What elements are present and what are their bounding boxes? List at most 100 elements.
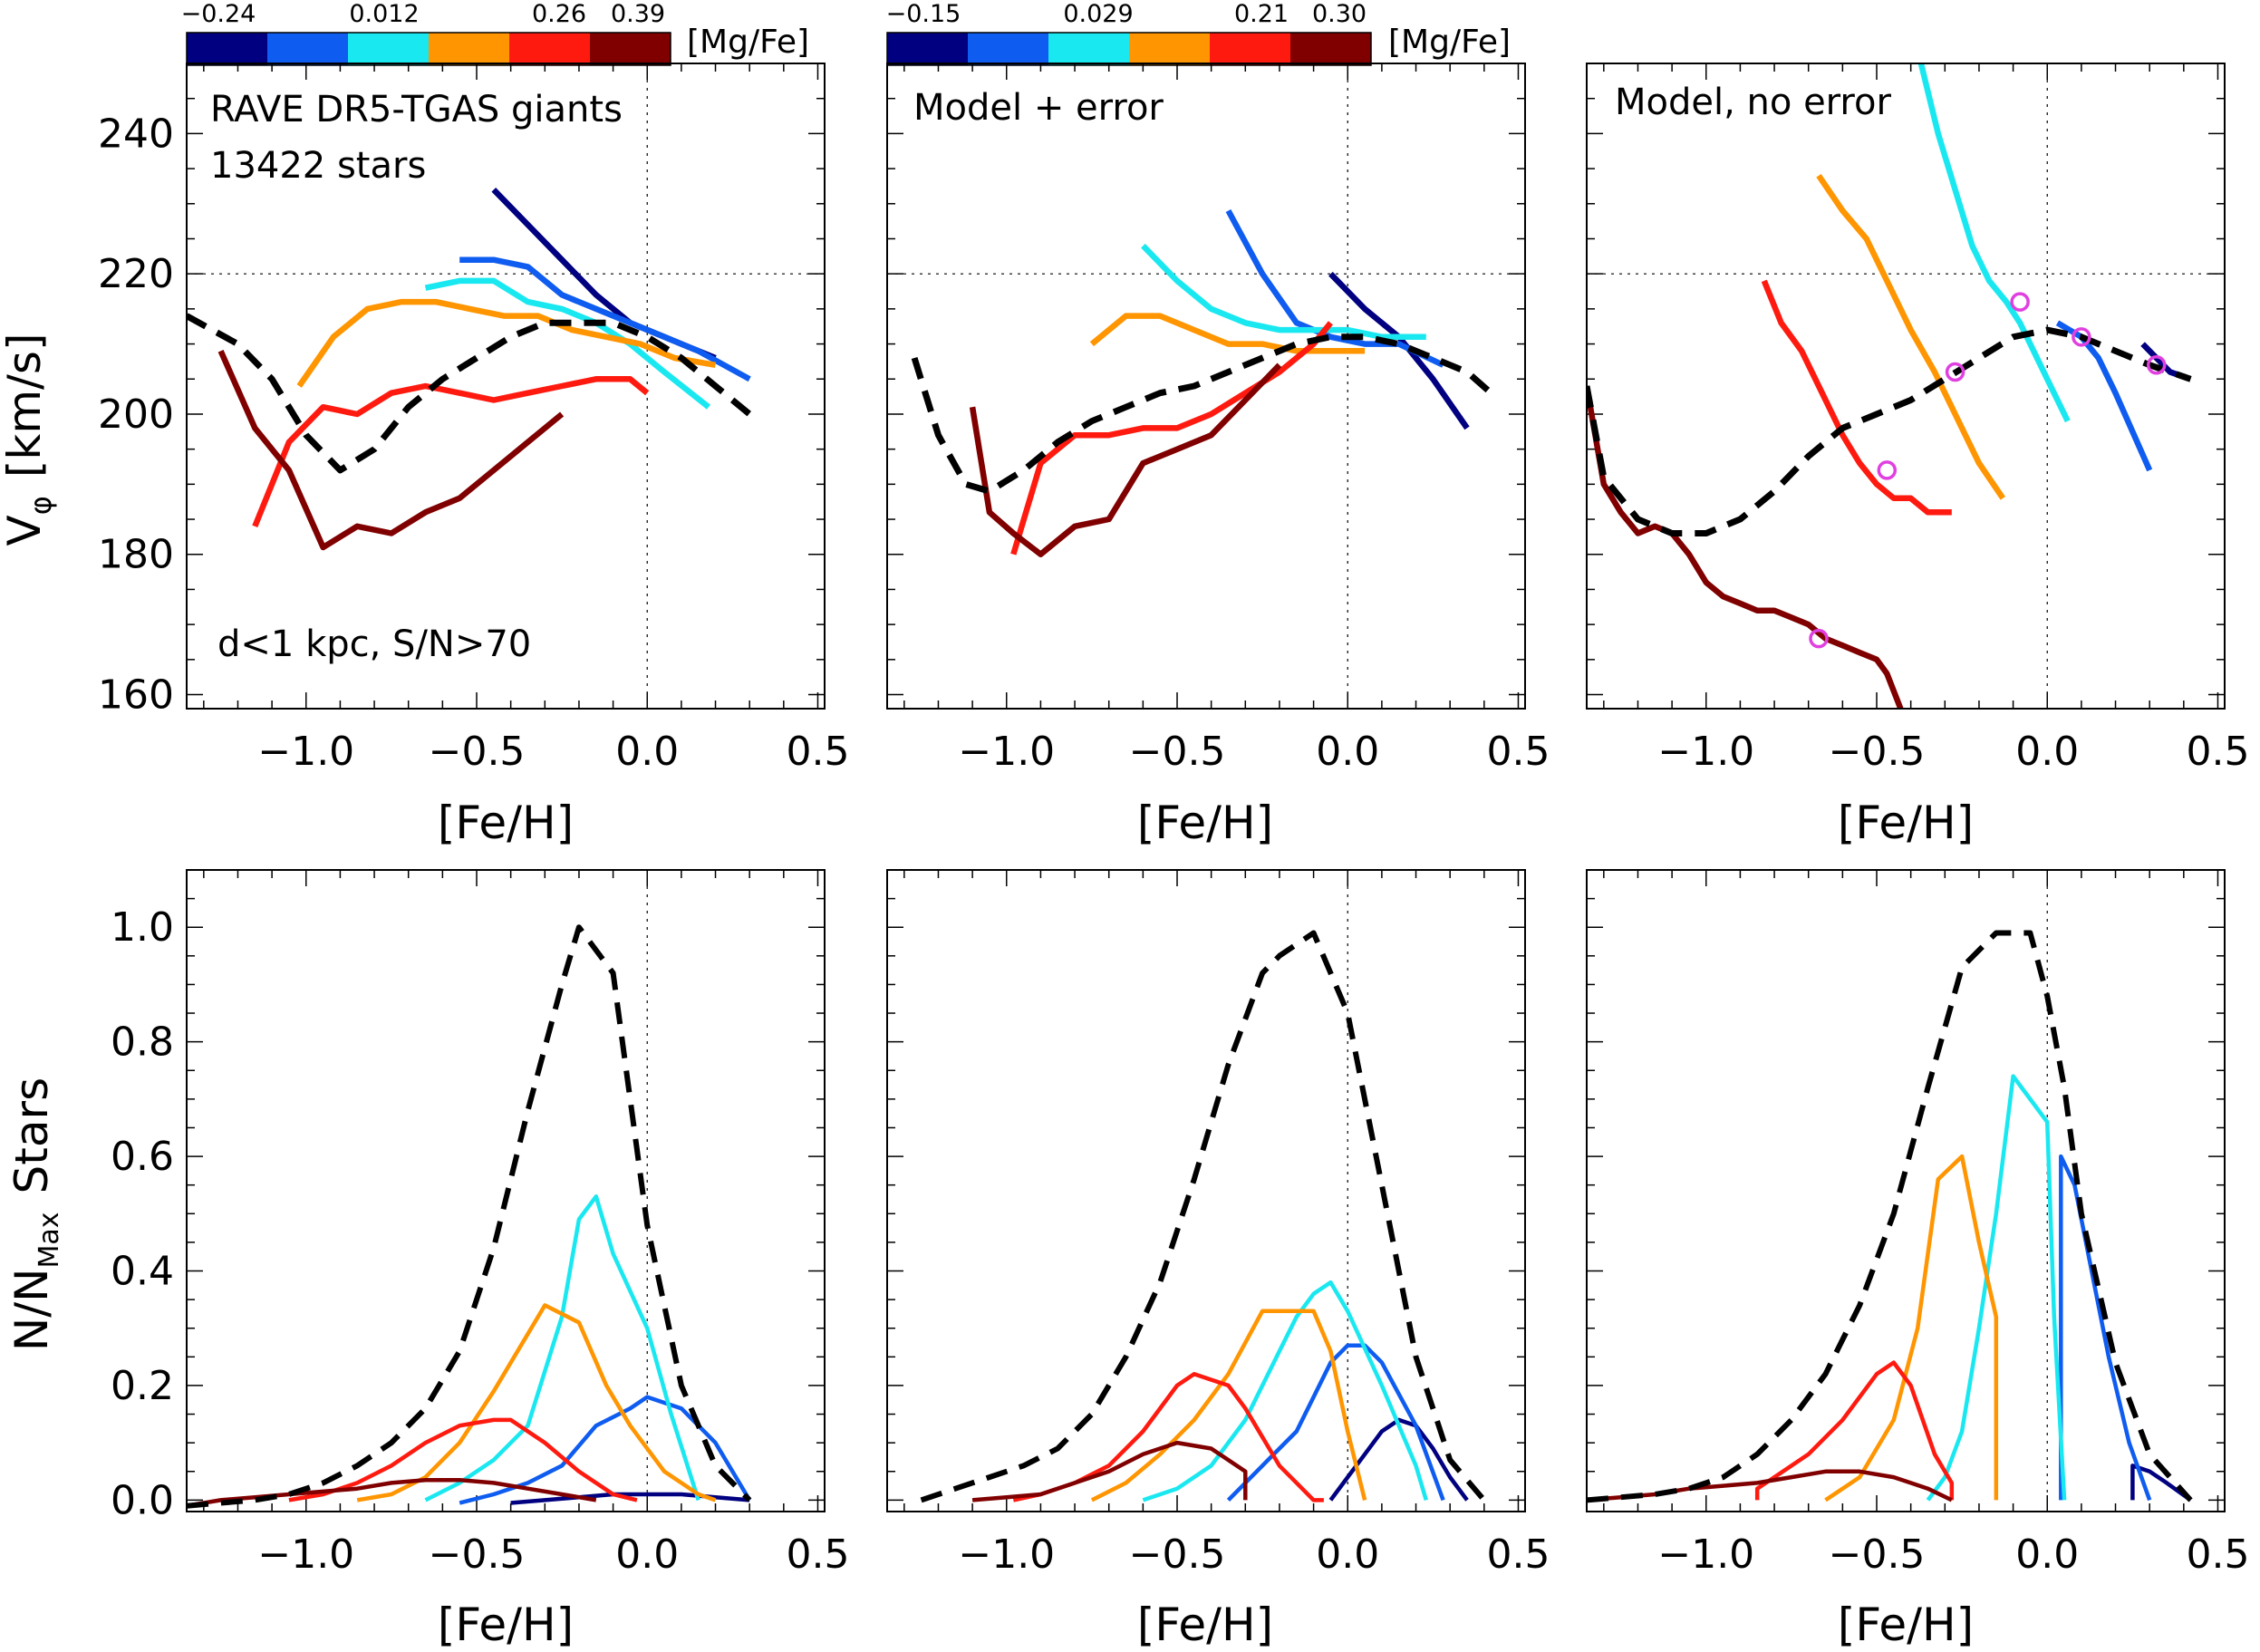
data-top-left bbox=[187, 188, 752, 551]
colorbar-left-swatch-2 bbox=[267, 33, 349, 65]
marker-circle-top-right bbox=[2010, 292, 2030, 312]
marker-circle-top-right bbox=[2146, 355, 2167, 375]
total-line-top-left bbox=[187, 313, 752, 474]
series-line-q2-bottom-right bbox=[2059, 1154, 2152, 1502]
data-top-right bbox=[1587, 63, 2192, 709]
x-tick-label-bottom-middle: 0.5 bbox=[1486, 1531, 1550, 1578]
annotation-star-count: 13422 stars bbox=[210, 145, 426, 187]
series-line-q5-top-right bbox=[1761, 279, 1952, 516]
colorbar-left-frame bbox=[186, 32, 671, 66]
total-line-bottom-middle bbox=[920, 930, 1487, 1503]
y-tick-label-bottom-left: 0.0 bbox=[111, 1477, 174, 1523]
colorbar-left-swatch-5 bbox=[509, 33, 591, 65]
colorbar-left-tick-2: 0.012 bbox=[349, 0, 419, 28]
colorbar-middle-swatch-4 bbox=[1129, 33, 1211, 65]
data-bottom-right bbox=[1587, 930, 2193, 1503]
series-line-q1-bottom-middle bbox=[1328, 1417, 1469, 1502]
y-axis-title-bottom-tail: Stars bbox=[5, 1077, 58, 1194]
series-line-q5-top-middle bbox=[1010, 321, 1333, 555]
series-line-q4-bottom-middle bbox=[1090, 1309, 1367, 1502]
series-line-q4-top-right bbox=[1816, 173, 2005, 500]
x-tick-label-bottom-middle: −0.5 bbox=[1129, 1531, 1226, 1578]
series-line-q4-top-middle bbox=[1089, 313, 1366, 354]
x-tick-label-top-right: −0.5 bbox=[1829, 729, 1926, 775]
x-tick-label-bottom-middle: 0.0 bbox=[1316, 1531, 1379, 1578]
x-tick-label-top-right: −1.0 bbox=[1657, 729, 1754, 775]
x-axis-title-top-middle: [Fe/H] bbox=[1137, 797, 1273, 849]
x-tick-label-bottom-left: 0.0 bbox=[615, 1531, 679, 1578]
y-tick-label-bottom-left: 0.4 bbox=[111, 1249, 174, 1295]
x-tick-label-bottom-left: −1.0 bbox=[257, 1531, 354, 1578]
marker-circle-top-right bbox=[2072, 327, 2091, 347]
y-tick-label-bottom-left: 1.0 bbox=[111, 904, 174, 951]
total-line-top-right bbox=[1587, 326, 2192, 536]
y-tick-label-bottom-left: 0.6 bbox=[111, 1134, 174, 1180]
panel-top-left: −1.0 −0.5 0.0 0.5 160 180 200 220 240 bbox=[98, 63, 849, 775]
panel-top-middle: −1.0 −0.5 0.0 0.5 bbox=[886, 63, 1550, 775]
y-tick-label-top-left: 240 bbox=[98, 111, 174, 157]
x-axis-title-bottom-right: [Fe/H] bbox=[1838, 1599, 1974, 1651]
y-axis-title-top-unit: [km/s] bbox=[0, 333, 51, 478]
annotation-model-no-error: Model, no error bbox=[1615, 82, 1891, 123]
y-axis-title-bottom: N/NMax Stars bbox=[5, 1077, 65, 1351]
series-line-q3-top-right bbox=[1917, 63, 2071, 423]
panel-bottom-right: −1.0 −0.5 0.0 0.5 bbox=[1586, 869, 2249, 1578]
colorbar-left-tick-3: 0.26 bbox=[532, 0, 586, 28]
y-tick-label-top-left: 180 bbox=[98, 532, 174, 578]
y-tick-label-bottom-left: 0.2 bbox=[111, 1363, 174, 1409]
series-line-q6-bottom-right bbox=[1587, 1469, 1953, 1502]
marker-circle-top-right bbox=[1877, 460, 1898, 480]
x-axis-title-bottom-middle: [Fe/H] bbox=[1137, 1599, 1273, 1651]
y-tick-label-top-left: 160 bbox=[98, 672, 174, 719]
x-tick-label-bottom-right: 0.0 bbox=[2015, 1531, 2079, 1578]
y-axis-title-bottom-sub: Max bbox=[34, 1212, 65, 1268]
colorbar-left-title: [Mg/Fe] bbox=[687, 24, 809, 61]
colorbar-middle-tick-1: −0.15 bbox=[886, 0, 961, 28]
x-tick-label-top-right: 0.0 bbox=[2015, 729, 2079, 775]
y-tick-label-bottom-left: 0.8 bbox=[111, 1019, 174, 1066]
series-line-q6-top-left bbox=[217, 349, 565, 551]
y-axis-title-bottom-main: N/N bbox=[5, 1268, 58, 1351]
data-top-middle bbox=[911, 208, 1493, 557]
series-line-q4-top-left bbox=[296, 298, 717, 388]
x-tick-label-top-middle: −1.0 bbox=[958, 729, 1055, 775]
colorbar-middle-swatch-3 bbox=[1048, 33, 1130, 65]
marker-circle-top-right bbox=[1945, 362, 1965, 382]
series-line-q2-top-middle bbox=[1225, 208, 1444, 368]
x-axis-title-top-right: [Fe/H] bbox=[1838, 797, 1974, 849]
x-axis-title-bottom-left: [Fe/H] bbox=[438, 1599, 574, 1651]
series-line-q5-bottom-middle bbox=[1012, 1372, 1324, 1502]
colorbar-middle-swatch-2 bbox=[968, 33, 1049, 65]
axes-frame-bottom-middle bbox=[886, 869, 1526, 1512]
x-tick-label-top-right: 0.5 bbox=[2186, 729, 2249, 775]
y-tick-label-top-left: 200 bbox=[98, 391, 174, 438]
colorbar-left-swatch-4 bbox=[429, 33, 510, 65]
series-line-q4-bottom-left bbox=[356, 1303, 717, 1502]
total-line-bottom-left bbox=[187, 924, 752, 1509]
series-line-q2-top-left bbox=[459, 256, 751, 382]
series-line-q5-bottom-left bbox=[288, 1417, 638, 1502]
colorbar-left-tick-1: −0.24 bbox=[181, 0, 256, 28]
x-tick-label-bottom-left: 0.5 bbox=[786, 1531, 849, 1578]
series-line-q5-top-left bbox=[252, 376, 650, 528]
series-line-q2-bottom-middle bbox=[1226, 1343, 1445, 1502]
axes-frame-bottom-right bbox=[1586, 869, 2226, 1512]
colorbar-middle-tick-2: 0.029 bbox=[1063, 0, 1133, 28]
axes-frame-bottom-left bbox=[186, 869, 826, 1512]
x-tick-label-bottom-middle: −1.0 bbox=[958, 1531, 1055, 1578]
series-line-q3-top-middle bbox=[1141, 243, 1426, 341]
colorbar-middle-swatch-1 bbox=[887, 33, 969, 65]
series-line-q3-top-left bbox=[424, 277, 711, 410]
series-line-q6-bottom-left bbox=[187, 1477, 597, 1508]
colorbar-left-swatch-6 bbox=[590, 33, 671, 65]
annotation-rave-title: RAVE DR5-TGAS giants bbox=[210, 89, 623, 130]
x-tick-label-top-middle: 0.0 bbox=[1316, 729, 1379, 775]
y-axis-title-top-main: V bbox=[0, 515, 51, 546]
x-tick-label-bottom-right: 0.5 bbox=[2186, 1531, 2249, 1578]
panel-bottom-middle: −1.0 −0.5 0.0 0.5 bbox=[886, 869, 1550, 1578]
series-line-q6-bottom-middle bbox=[971, 1440, 1248, 1502]
colorbar-middle-frame bbox=[886, 32, 1372, 66]
data-bottom-left bbox=[187, 924, 752, 1509]
axes-frame-top-right bbox=[1586, 63, 2226, 710]
y-axis-title-top: Vφ [km/s] bbox=[0, 333, 58, 546]
